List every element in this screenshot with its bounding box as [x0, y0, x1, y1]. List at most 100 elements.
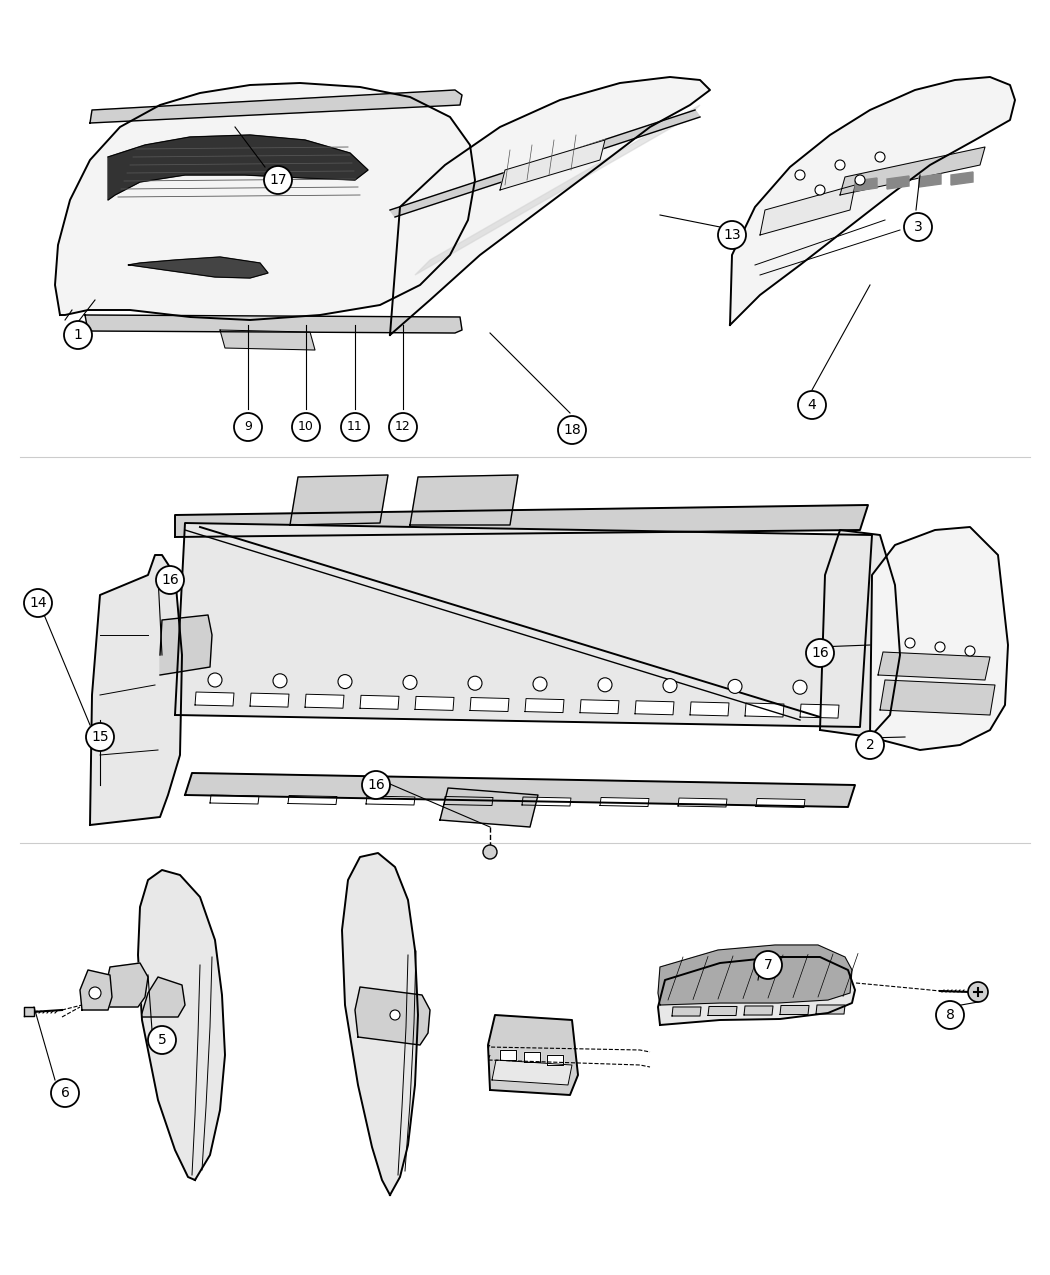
Polygon shape: [744, 1006, 773, 1015]
Text: 1: 1: [74, 328, 83, 342]
Polygon shape: [128, 258, 268, 278]
Polygon shape: [870, 527, 1008, 750]
Circle shape: [835, 159, 845, 170]
Circle shape: [273, 673, 287, 687]
Circle shape: [148, 1026, 176, 1054]
Circle shape: [89, 987, 101, 1000]
Polygon shape: [500, 140, 605, 190]
Circle shape: [51, 1079, 79, 1107]
Polygon shape: [105, 963, 148, 1007]
Circle shape: [558, 416, 586, 444]
Circle shape: [905, 638, 915, 648]
Polygon shape: [580, 700, 620, 714]
Text: 7: 7: [763, 958, 773, 972]
Polygon shape: [919, 173, 941, 187]
Circle shape: [388, 413, 417, 441]
Polygon shape: [678, 798, 727, 807]
Circle shape: [798, 391, 826, 419]
Text: 3: 3: [914, 221, 922, 235]
Polygon shape: [175, 505, 868, 537]
Circle shape: [234, 413, 262, 441]
Circle shape: [86, 723, 114, 751]
Polygon shape: [547, 1054, 563, 1065]
Text: 8: 8: [946, 1009, 954, 1023]
Polygon shape: [288, 796, 337, 805]
Polygon shape: [470, 697, 509, 711]
Polygon shape: [635, 701, 674, 715]
Polygon shape: [410, 476, 518, 525]
Circle shape: [936, 1001, 964, 1029]
Polygon shape: [415, 696, 454, 710]
Circle shape: [856, 731, 884, 759]
Polygon shape: [90, 91, 462, 122]
Circle shape: [855, 175, 865, 185]
Text: 10: 10: [298, 421, 314, 434]
Circle shape: [728, 680, 742, 694]
Polygon shape: [600, 797, 649, 807]
Circle shape: [806, 639, 834, 667]
Polygon shape: [220, 330, 315, 351]
Polygon shape: [488, 1015, 578, 1095]
Text: 16: 16: [811, 646, 828, 660]
Polygon shape: [878, 652, 990, 680]
Text: 13: 13: [723, 228, 741, 242]
Circle shape: [483, 845, 497, 859]
Circle shape: [64, 321, 92, 349]
Circle shape: [965, 646, 975, 657]
Polygon shape: [855, 179, 877, 191]
Text: 6: 6: [61, 1086, 69, 1100]
Circle shape: [24, 589, 52, 617]
Circle shape: [663, 678, 677, 692]
Text: 5: 5: [158, 1033, 166, 1047]
Polygon shape: [658, 945, 852, 1005]
Circle shape: [208, 673, 222, 687]
Circle shape: [468, 676, 482, 690]
Circle shape: [795, 170, 805, 180]
Polygon shape: [138, 870, 225, 1179]
Polygon shape: [887, 176, 909, 189]
Circle shape: [875, 152, 885, 162]
Polygon shape: [690, 703, 729, 715]
Polygon shape: [24, 1007, 34, 1016]
Polygon shape: [80, 970, 112, 1010]
Polygon shape: [840, 147, 985, 195]
Polygon shape: [951, 172, 973, 185]
Polygon shape: [525, 699, 564, 713]
Circle shape: [598, 678, 612, 692]
Text: 14: 14: [29, 595, 47, 609]
Polygon shape: [90, 555, 182, 825]
Circle shape: [292, 413, 320, 441]
Circle shape: [341, 413, 369, 441]
Circle shape: [934, 643, 945, 652]
Polygon shape: [800, 704, 839, 718]
Polygon shape: [85, 315, 462, 333]
Polygon shape: [304, 694, 344, 708]
Circle shape: [754, 951, 782, 979]
Text: 4: 4: [807, 398, 817, 412]
Polygon shape: [820, 530, 900, 737]
Circle shape: [264, 166, 292, 194]
Text: 11: 11: [348, 421, 363, 434]
Circle shape: [968, 982, 988, 1002]
Polygon shape: [175, 523, 871, 727]
Polygon shape: [440, 788, 538, 827]
Text: 17: 17: [269, 173, 287, 187]
Polygon shape: [415, 105, 700, 275]
Text: 15: 15: [91, 731, 109, 745]
Circle shape: [533, 677, 547, 691]
Polygon shape: [780, 1006, 808, 1015]
Polygon shape: [816, 1005, 845, 1014]
Circle shape: [362, 771, 390, 799]
Text: 16: 16: [161, 572, 179, 586]
Polygon shape: [210, 796, 259, 805]
Circle shape: [793, 680, 807, 694]
Circle shape: [718, 221, 746, 249]
Polygon shape: [880, 680, 995, 715]
Circle shape: [904, 213, 932, 241]
Polygon shape: [342, 853, 418, 1195]
Text: 2: 2: [865, 738, 875, 752]
Polygon shape: [390, 76, 710, 335]
Polygon shape: [492, 1060, 572, 1085]
Text: 9: 9: [244, 421, 252, 434]
Polygon shape: [708, 1006, 737, 1015]
